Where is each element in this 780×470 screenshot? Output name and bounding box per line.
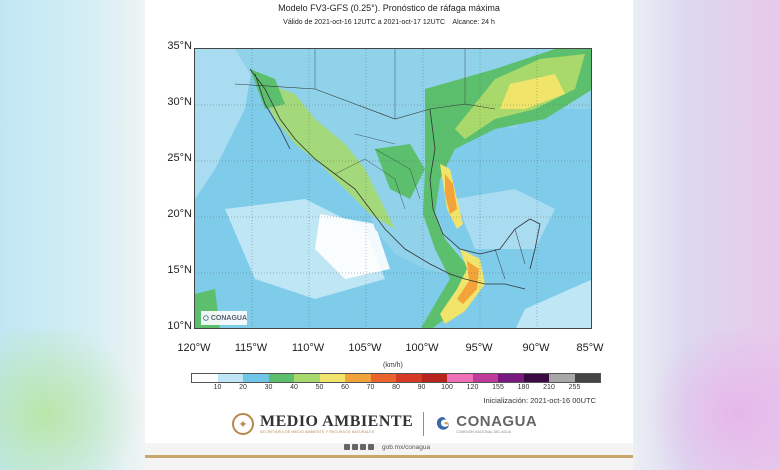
medio-ambiente-logo: MEDIO AMBIENTE SECRETARÍA DE MEDIO AMBIE… [260, 413, 414, 435]
colorbar-swatch [217, 374, 243, 382]
logo-divider [423, 412, 425, 436]
map-title: Modelo FV3-GFS (0.25°). Pronóstico de rá… [278, 3, 500, 13]
pacific-light-north [195, 49, 255, 199]
colorbar-tick-label: 10 [213, 384, 222, 391]
colorbar [191, 373, 601, 383]
footer-gold-bar [145, 455, 633, 458]
conagua-swirl-icon [437, 417, 450, 430]
texas-yellow [500, 74, 565, 109]
lon-label-90: 90°W [522, 342, 550, 354]
lat-label-15: 15°N [167, 264, 192, 276]
colorbar-swatch [294, 374, 320, 382]
central-america-borders [494, 228, 526, 280]
initialization-time: Inicialización: 2021-oct-16 00UTC [483, 396, 596, 405]
lat-label-10: 10°N [167, 320, 192, 332]
conagua-watermark-icon [203, 315, 209, 321]
graticule [195, 49, 591, 328]
colorbar-swatch [523, 374, 549, 382]
colorbar-swatch [447, 374, 473, 382]
colorbar-tick-label: 120 [466, 384, 479, 391]
conagua-subtitle: COMISIÓN NACIONAL DEL AGUA [456, 430, 512, 434]
twitter-icon[interactable] [352, 444, 358, 450]
forecast-map [194, 48, 592, 329]
colorbar-tick-label: 210 [543, 384, 555, 391]
colorbar-tick-label: 155 [492, 384, 504, 391]
colorbar-swatch [192, 374, 218, 382]
lon-label-115: 115°W [234, 342, 268, 354]
us-state-lines [314, 49, 466, 119]
colorbar-unit: (km/h) [383, 362, 403, 369]
gust-forecast-svg [195, 49, 591, 328]
medio-ambiente-title: MEDIO AMBIENTE [260, 413, 414, 430]
colorbar-swatch [549, 374, 575, 382]
colorbar-tick-label: 30 [264, 384, 273, 391]
colorbar-swatch [268, 374, 294, 382]
logo-strip: ✦ MEDIO AMBIENTE SECRETARÍA DE MEDIO AMB… [232, 411, 537, 437]
mx-state-lines [334, 133, 421, 210]
colorbar-tick-label: 100 [441, 384, 453, 391]
colorbar-tick-label: 50 [315, 384, 324, 391]
lon-label-105: 105°W [348, 342, 382, 354]
lat-label-25: 25°N [167, 152, 192, 164]
lon-label-100: 100°W [405, 342, 439, 354]
baja-coastline [254, 73, 291, 150]
youtube-icon[interactable] [368, 444, 374, 450]
caribbean-light [455, 189, 555, 249]
lon-label-85: 85°W [576, 342, 604, 354]
website-link[interactable]: gob.mx/conagua [382, 444, 431, 451]
colorbar-tick-label: 180 [517, 384, 530, 391]
lat-label-20: 20°N [167, 208, 192, 220]
baja-green [250, 69, 285, 109]
watermark-label: CONAGUA [210, 314, 247, 322]
tehuantepec-orange [457, 261, 479, 304]
colorbar-tick-label: 40 [290, 384, 298, 391]
se-light [515, 279, 591, 328]
background-blob-pink [640, 330, 780, 470]
medio-ambiente-subtitle: SECRETARÍA DE MEDIO AMBIENTE Y RECURSOS … [260, 430, 375, 434]
colorbar-swatch [370, 374, 396, 382]
colorbar-swatch [345, 374, 371, 382]
calm-area-pacific [315, 214, 390, 279]
colorbar-swatch [498, 374, 524, 382]
lat-label-30: 30°N [167, 96, 192, 108]
facebook-icon[interactable] [344, 444, 350, 450]
colorbar-tick-label: 70 [366, 384, 375, 391]
lon-label-110: 110°W [291, 342, 325, 354]
instagram-icon[interactable] [360, 444, 366, 450]
colorbar-tick-label: 20 [239, 384, 247, 391]
conagua-title: CONAGUA [456, 413, 538, 430]
lon-label-95: 95°W [465, 342, 493, 354]
central-green [375, 144, 425, 199]
colorbar-swatch [396, 374, 422, 382]
colorbar-swatch [319, 374, 345, 382]
colorbar-tick-label: 80 [392, 384, 400, 391]
lat-label-35: 35°N [167, 40, 192, 52]
colorbar-swatch [243, 374, 269, 382]
colorbar-tick-label: 255 [568, 384, 581, 391]
conagua-watermark: CONAGUA [201, 311, 247, 325]
conagua-logo: CONAGUA COMISIÓN NACIONAL DEL AGUA [456, 413, 538, 435]
lon-label-120: 120°W [177, 342, 211, 354]
background-blob-green [0, 330, 150, 470]
tamaulipas-orange [445, 174, 457, 214]
map-subtitle: Válido de 2021-oct-16 12UTC a 2021-oct-1… [283, 19, 495, 26]
colorbar-swatch [574, 374, 600, 382]
sierra-madre-green [255, 79, 395, 229]
colorbar-swatch [421, 374, 447, 382]
social-icons [344, 444, 374, 450]
colorbar-swatch [472, 374, 498, 382]
pacific-coastline [249, 68, 526, 290]
colorbar-tick-label: 60 [341, 384, 349, 391]
mexico-seal-icon: ✦ [232, 413, 254, 435]
colorbar-tick-label: 90 [417, 384, 426, 391]
